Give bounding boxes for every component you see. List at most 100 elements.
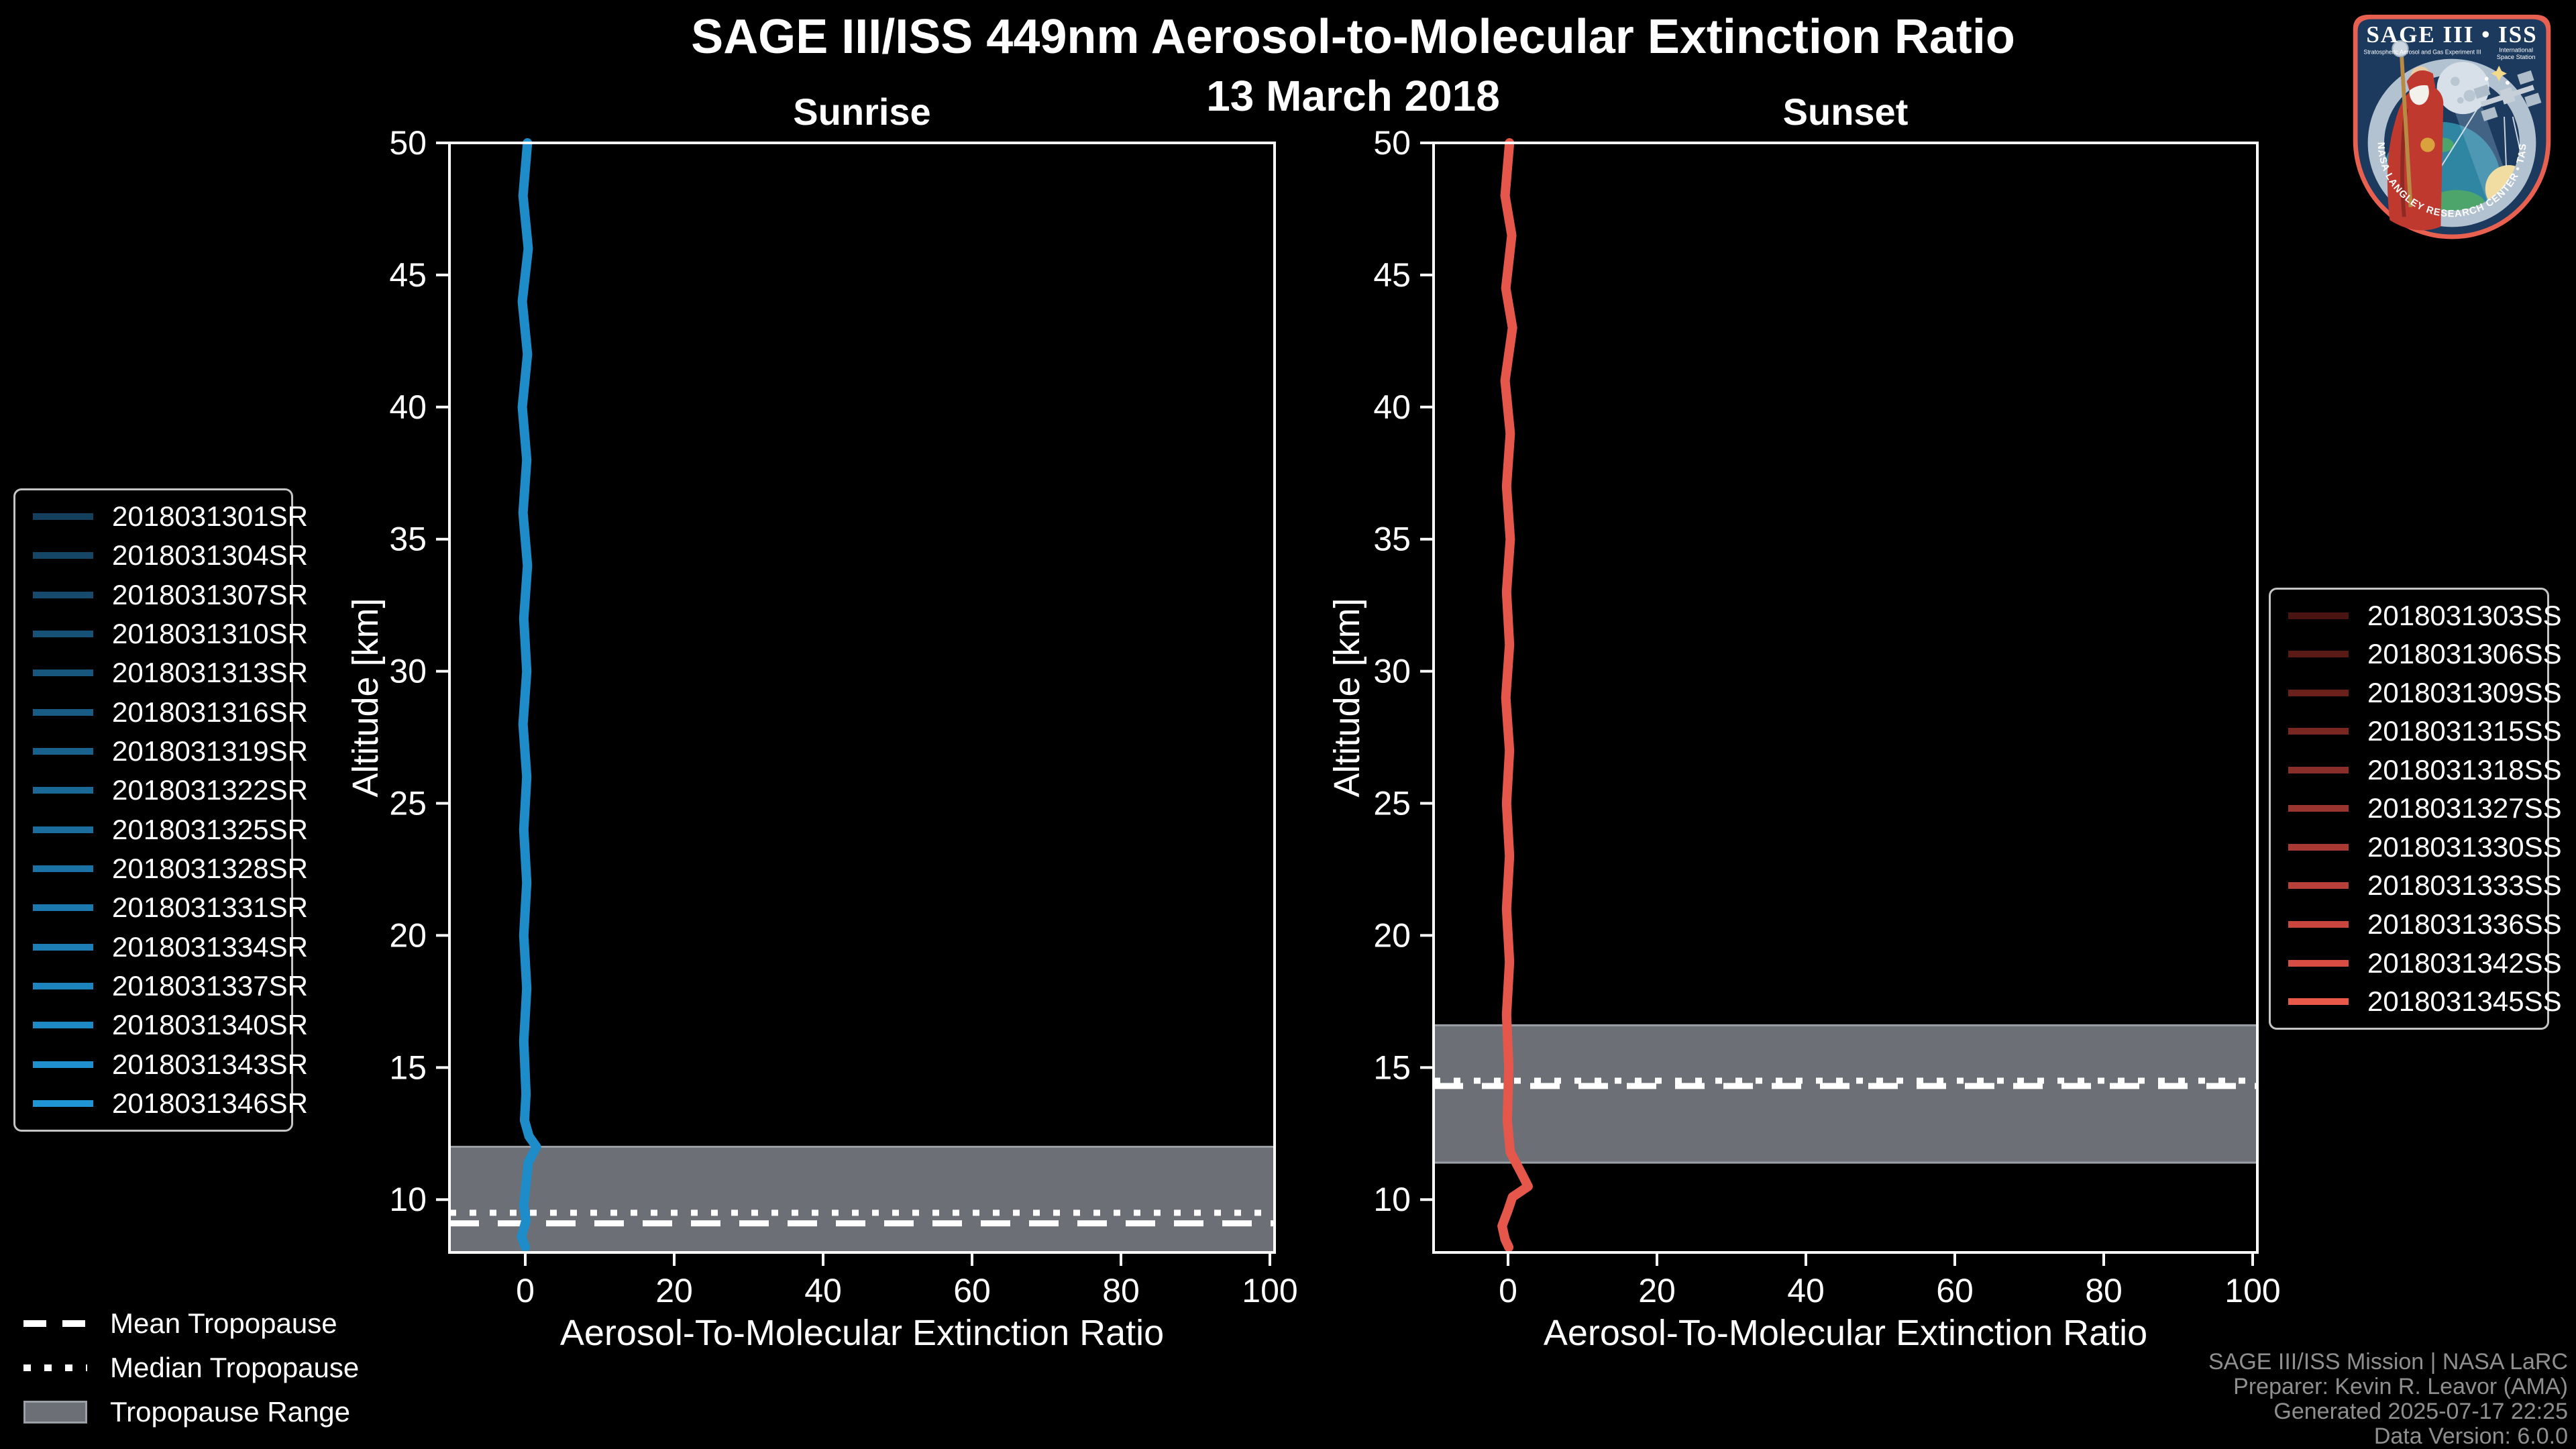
legend-item: 2018031331SR <box>33 892 308 924</box>
attribution-line: Data Version: 6.0.0 <box>2373 1424 2568 1449</box>
legend-item-label: 2018031303SS <box>2367 599 2562 631</box>
legend-line-swatch <box>33 669 93 677</box>
legend-line-swatch <box>2288 843 2349 851</box>
legend-item-label: 2018031322SR <box>112 774 308 806</box>
legend-line-swatch <box>33 631 93 638</box>
svg-text:100: 100 <box>1242 1272 1297 1309</box>
svg-text:60: 60 <box>953 1272 991 1309</box>
attribution: SAGE III/ISS Mission | NASA LaRC Prepare… <box>2208 1350 2568 1449</box>
svg-text:60: 60 <box>1936 1272 1974 1309</box>
legend-item: 2018031307SR <box>33 579 308 611</box>
attribution-line: Generated 2025-07-17 22:25 <box>2273 1399 2568 1424</box>
legend-item: 2018031309SS <box>2288 677 2562 709</box>
moon <box>2436 62 2489 115</box>
sunset-legend: 2018031303SS 2018031306SS 2018031309SS 2… <box>2269 588 2562 1030</box>
y-axis-label-sunrise: Altitude [km] <box>345 598 386 798</box>
tropopause-range-legend-item: Tropopause Range <box>23 1396 359 1428</box>
legend-item-label: 2018031304SR <box>112 539 308 572</box>
legend-item-label: 2018031309SS <box>2367 676 2562 708</box>
legend-item: 2018031337SR <box>33 970 308 1002</box>
page-title: SAGE III/ISS 449nm Aerosol-to-Molecular … <box>691 10 2015 64</box>
legend-item: 2018031306SS <box>2288 638 2562 670</box>
svg-text:20: 20 <box>1373 916 1411 954</box>
svg-text:20: 20 <box>655 1272 693 1309</box>
legend-item: 2018031327SS <box>2288 792 2562 824</box>
range-patch-swatch <box>23 1401 87 1424</box>
legend-item: 2018031303SS <box>2288 600 2562 632</box>
legend-item-label: 2018031333SS <box>2367 869 2562 902</box>
legend-line-swatch <box>33 552 93 559</box>
legend-item-label: 2018031310SR <box>112 618 308 650</box>
sage-figure <box>2387 40 2444 231</box>
sunset-panel: 0 20 40 60 80 100 10 15 20 25 30 35 40 45 50 <box>1373 124 2280 1309</box>
legend-line-swatch <box>2288 766 2349 773</box>
legend-item-label: 2018031331SR <box>112 892 308 924</box>
legend-item-label: 2018031313SR <box>112 657 308 689</box>
legend-item-label: 2018031337SR <box>112 969 308 1002</box>
logo-program-right-1: International <box>2499 46 2533 53</box>
tropopause-range-label: Tropopause Range <box>110 1396 351 1428</box>
legend-item-label: 2018031330SS <box>2367 830 2562 863</box>
svg-text:20: 20 <box>1638 1272 1676 1309</box>
sage-iss-logo: SAGE III • ISS Stratospheric Aerosol and… <box>2344 11 2551 239</box>
legend-line-swatch <box>33 865 93 872</box>
legend-item: 2018031322SR <box>33 774 308 806</box>
legend-line-swatch <box>33 982 93 989</box>
legend-line-swatch <box>33 904 93 912</box>
svg-text:50: 50 <box>1373 124 1411 162</box>
star <box>2484 76 2489 81</box>
legend-item-label: 2018031319SR <box>112 735 308 767</box>
star <box>2491 65 2507 82</box>
legend-item: 2018031346SR <box>33 1087 308 1120</box>
legend-item-label: 2018031343SR <box>112 1048 308 1080</box>
svg-text:35: 35 <box>1373 521 1411 558</box>
legend-item-label: 2018031342SS <box>2367 947 2562 979</box>
legend-item: 2018031343SR <box>33 1049 308 1081</box>
earth-land <box>2426 190 2487 211</box>
logo-title: SAGE III • ISS <box>2366 21 2537 48</box>
svg-text:45: 45 <box>1373 256 1411 294</box>
legend-item-label: 2018031316SR <box>112 696 308 728</box>
svg-text:15: 15 <box>1373 1049 1411 1086</box>
logo-program-right-2: Space Station <box>2497 54 2536 60</box>
median-tropopause-label: Median Tropopause <box>110 1352 360 1383</box>
legend-line-swatch <box>2288 998 2349 1006</box>
legend-item-label: 2018031345SS <box>2367 985 2562 1018</box>
legend-line-swatch <box>33 787 93 794</box>
svg-text:50: 50 <box>389 124 427 162</box>
legend-item-label: 2018031327SS <box>2367 792 2562 824</box>
attribution-line: Preparer: Kevin R. Leavor (AMA) <box>2233 1374 2568 1399</box>
sunrise-legend: 2018031301SR 2018031304SR 2018031307SR 2… <box>13 488 308 1132</box>
legend-line-swatch <box>2288 959 2349 967</box>
legend-item-label: 2018031318SS <box>2367 753 2562 786</box>
legend-item: 2018031304SR <box>33 539 308 572</box>
mean-tropopause-legend-item: Mean Tropopause <box>23 1307 359 1339</box>
legend-item-label: 2018031336SS <box>2367 908 2562 941</box>
y-axis-label-sunset: Altitude [km] <box>1327 598 1367 798</box>
legend-item: 2018031342SS <box>2288 947 2562 979</box>
legend-item: 2018031340SR <box>33 1009 308 1041</box>
dotted-line-swatch <box>23 1364 87 1371</box>
legend-item-label: 2018031340SR <box>112 1009 308 1041</box>
svg-text:80: 80 <box>2085 1272 2123 1309</box>
date-subtitle: 13 March 2018 <box>1206 72 1500 120</box>
svg-text:10: 10 <box>389 1181 427 1218</box>
legend-line-swatch <box>2288 728 2349 735</box>
legend-item: 2018031328SR <box>33 853 308 885</box>
legend-item: 2018031313SR <box>33 657 308 689</box>
moon-crater <box>2457 97 2464 104</box>
legend-item: 2018031334SR <box>33 931 308 963</box>
legend-item-label: 2018031301SR <box>112 500 308 533</box>
svg-text:25: 25 <box>389 785 427 822</box>
legend-line-swatch <box>2288 882 2349 890</box>
sunrise-panel: 0 20 40 60 80 100 10 15 20 25 30 35 40 45 50 <box>389 124 1297 1309</box>
legend-item-label: 2018031307SR <box>112 578 308 610</box>
mean-tropopause-label: Mean Tropopause <box>110 1307 337 1339</box>
legend-item: 2018031318SS <box>2288 754 2562 786</box>
legend-line-swatch <box>33 748 93 755</box>
svg-text:30: 30 <box>389 653 427 690</box>
legend-item: 2018031330SS <box>2288 831 2562 863</box>
sightline <box>2512 116 2520 171</box>
legend-line-swatch <box>33 1022 93 1029</box>
